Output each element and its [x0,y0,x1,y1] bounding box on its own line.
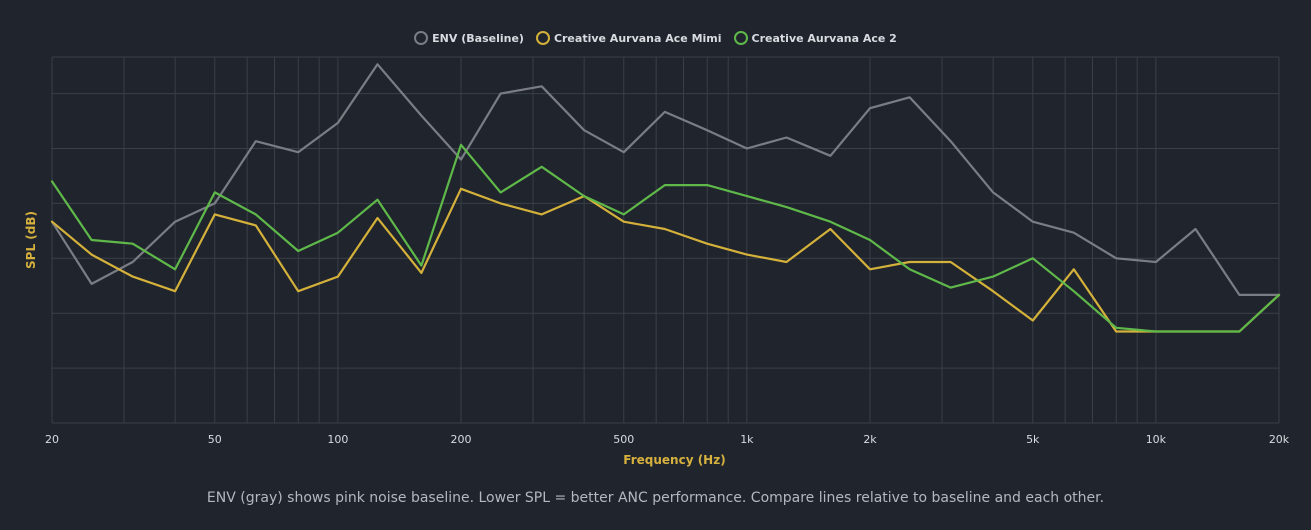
x-tick-label-10k: 10k [1146,433,1167,446]
legend-label-ace2: Creative Aurvana Ace 2 [751,31,897,45]
y-axis-title: SPL (dB) [24,211,38,269]
x-tick-label-200: 200 [451,433,472,446]
x-tick-label-1k: 1k [740,433,754,446]
footer-note: ENV (gray) shows pink noise baseline. Lo… [206,490,1105,506]
legend-item-ace2[interactable]: Creative Aurvana Ace 2 [733,31,897,45]
x-tick-label-500: 500 [613,433,634,446]
legend-item-env[interactable]: ENV (Baseline) [414,31,524,45]
series-line-ace2 [50,143,1281,333]
legend-item-mimi[interactable]: Creative Aurvana Ace Mimi [535,31,722,45]
x-tick-label-5k: 5k [1026,433,1040,446]
legend-swatch-ace2 [733,31,748,45]
legend-swatch-env [414,31,429,45]
x-tick-label-20k: 20k [1269,433,1290,446]
series-line-mimi [50,187,1281,333]
x-tick-label-2k: 2k [863,433,877,446]
legend-label-mimi: Creative Aurvana Ace Mimi [553,31,722,45]
x-axis-title: Frequency (Hz) [623,453,725,467]
x-tick-label-50: 50 [208,433,222,446]
legend-label-env: ENV (Baseline) [432,31,524,45]
x-tick-label-100: 100 [327,433,348,446]
series-line-env [50,63,1281,296]
x-tick-label-20: 20 [45,433,59,446]
legend-swatch-mimi [535,31,550,45]
chart-legend: ENV (Baseline) Creative Aurvana Ace Mimi… [0,31,1311,45]
